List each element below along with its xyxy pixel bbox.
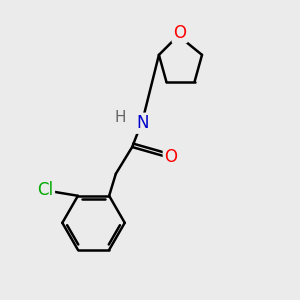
Text: O: O bbox=[173, 24, 186, 42]
Text: H: H bbox=[115, 110, 126, 125]
Text: N: N bbox=[136, 114, 149, 132]
Text: Cl: Cl bbox=[37, 181, 53, 199]
Text: O: O bbox=[164, 148, 177, 166]
